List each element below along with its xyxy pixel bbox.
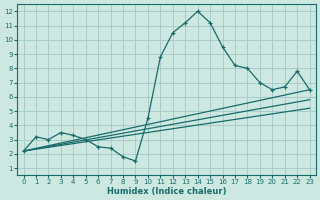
X-axis label: Humidex (Indice chaleur): Humidex (Indice chaleur) — [107, 187, 226, 196]
